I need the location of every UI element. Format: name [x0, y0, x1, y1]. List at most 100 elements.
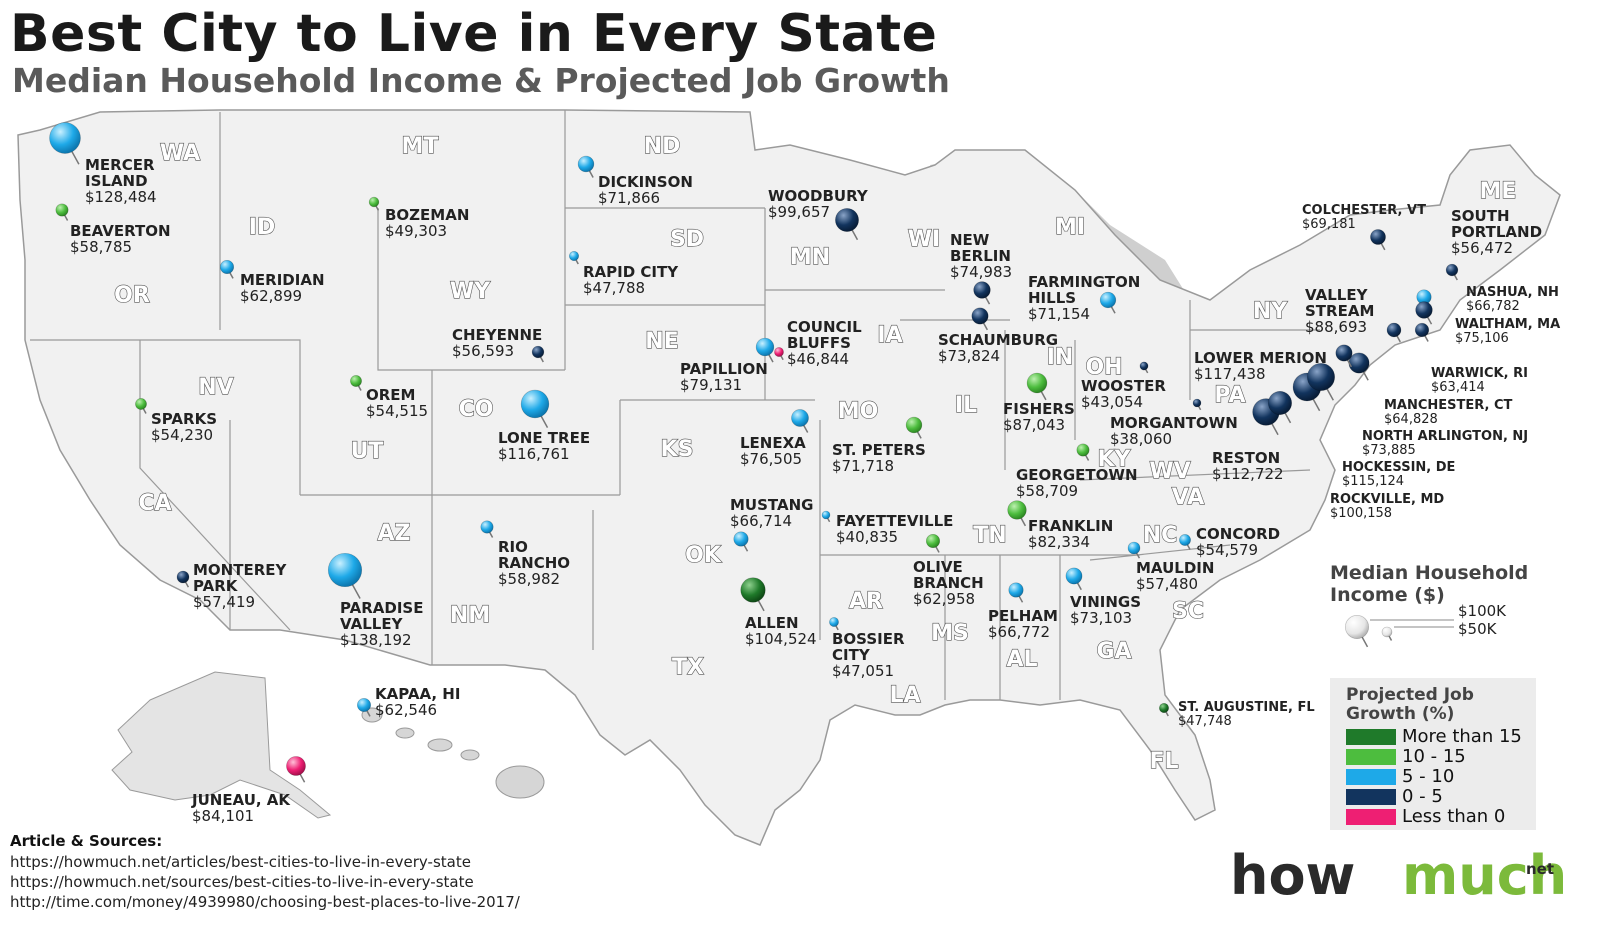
city-name-pelham: PELHAM	[988, 607, 1058, 625]
legend-label: Less than 0	[1402, 806, 1506, 827]
city-name-bozeman: BOZEMAN	[385, 206, 469, 224]
map-pin-woodbury[interactable]	[835, 208, 859, 241]
map-pin-new-berlin[interactable]	[973, 281, 991, 305]
map-pin-bossier-city[interactable]	[829, 617, 839, 631]
city-income-nashua-nh: $66,782	[1466, 299, 1520, 314]
city-name-orem: OREM	[366, 386, 415, 404]
map-pin-pelham[interactable]	[1008, 582, 1024, 603]
city-income-fayetteville: $40,835	[836, 528, 898, 546]
state-label-nc: NC	[1143, 523, 1178, 548]
job-growth-legend: Projected Job Growth (%) More than 15 10…	[1330, 678, 1536, 830]
map-pin-lenexa[interactable]	[791, 409, 809, 433]
city-name-georgetown: GEORGETOWN	[1016, 466, 1138, 484]
city-income-schaumburg: $73,824	[938, 347, 1000, 365]
state-label-co: CO	[459, 397, 494, 422]
map-pin-papillion[interactable]	[755, 337, 775, 363]
city-income-warwick-ri: $63,414	[1431, 380, 1485, 395]
map-pin-olive-branch[interactable]	[925, 533, 941, 553]
map-pin-lone-tree[interactable]	[520, 389, 550, 428]
map-pin-beaverton[interactable]	[55, 203, 69, 221]
state-label-va: VA	[1172, 485, 1205, 510]
map-pin-georgetown[interactable]	[1076, 443, 1090, 461]
city-name-lone-tree: LONE TREE	[498, 429, 590, 447]
map-pin-st-peters[interactable]	[905, 416, 923, 439]
income-legend-pin-50k[interactable]	[1381, 626, 1393, 641]
map-pin-allen[interactable]	[740, 577, 766, 612]
map-pin-concord[interactable]	[1179, 534, 1191, 550]
city-name-lower-merion: LOWER MERION	[1194, 349, 1327, 367]
state-label-id: ID	[249, 215, 275, 240]
map-pin-rapid-city[interactable]	[568, 250, 580, 265]
map-pin-vinings[interactable]	[1065, 567, 1083, 591]
howmuch-logo[interactable]: how much net	[1230, 848, 1567, 908]
map-pin-mauldin[interactable]	[1127, 541, 1141, 559]
map-pin-st-augustine-fl[interactable]	[1159, 703, 1169, 717]
map-pin-colchester-vt[interactable]	[1370, 229, 1386, 251]
map-pin-paradise-valley[interactable]	[327, 552, 363, 599]
map-pin-waltham-ma[interactable]	[1415, 301, 1433, 325]
income-legend-title: Median Household Income ($)	[1330, 562, 1529, 606]
map-pin-rockville-md[interactable]	[1268, 391, 1292, 424]
source-link[interactable]: https://howmuch.net/articles/best-cities…	[10, 853, 471, 871]
state-label-fl: FL	[1149, 749, 1178, 774]
map-pin-orem[interactable]	[350, 375, 362, 391]
map-pin-manchester-ct[interactable]	[1386, 322, 1402, 343]
map-pin-juneau-ak[interactable]	[286, 756, 306, 783]
map-pin-cheyenne[interactable]	[531, 345, 545, 363]
map-pin-franklin[interactable]	[1007, 500, 1027, 527]
city-name-rio-rancho: RIO RANCHO	[498, 538, 570, 572]
source-link[interactable]: http://time.com/money/4939980/choosing-b…	[10, 893, 520, 911]
legend-swatch	[1346, 809, 1396, 825]
state-label-sc: SC	[1172, 599, 1204, 624]
city-name-papillion: PAPILLION	[680, 360, 768, 378]
map-pin-wooster[interactable]	[1139, 361, 1149, 374]
map-pin-dickinson[interactable]	[577, 155, 595, 178]
city-income-pelham: $66,772	[988, 623, 1050, 641]
map-pin-sparks[interactable]	[135, 398, 147, 414]
logo-much: much	[1402, 844, 1568, 907]
city-name-vinings: VININGS	[1070, 593, 1141, 611]
map-pin-hockessin-de[interactable]	[1307, 363, 1335, 401]
state-label-nm: NM	[450, 603, 490, 628]
map-pin-bozeman[interactable]	[368, 196, 380, 211]
map-pin-monterey-park[interactable]	[176, 570, 190, 588]
map-pin-farmington-hills[interactable]	[1099, 291, 1117, 314]
map-pin-fayetteville[interactable]	[821, 510, 831, 523]
map-pin-kapaa-hi[interactable]	[357, 698, 371, 717]
source-link[interactable]: https://howmuch.net/sources/best-cities-…	[10, 873, 474, 891]
city-income-sparks: $54,230	[151, 426, 213, 444]
city-income-valley-stream: $88,693	[1305, 318, 1367, 336]
state-label-il: IL	[955, 393, 977, 418]
map-pin-south-portland[interactable]	[1445, 263, 1459, 281]
state-label-wa: WA	[160, 141, 200, 166]
city-name-lenexa: LENEXA	[740, 434, 806, 452]
city-income-paradise-valley: $138,192	[340, 631, 412, 649]
map-pin-schaumburg[interactable]	[971, 307, 989, 331]
city-name-rapid-city: RAPID CITY	[583, 263, 679, 281]
city-income-kapaa-hi: $62,546	[375, 701, 437, 719]
map-pin-meridian[interactable]	[219, 259, 235, 279]
city-income-council-bluffs: $46,844	[787, 350, 849, 368]
map-pin-mustang[interactable]	[733, 531, 749, 552]
map-pin-north-arlington-nj[interactable]	[1335, 344, 1353, 368]
state-label-nv: NV	[198, 375, 233, 400]
map-pin-morgantown[interactable]	[1192, 398, 1202, 411]
city-name-st-peters: ST. PETERS	[832, 441, 926, 459]
state-label-sd: SD	[670, 227, 704, 252]
city-name-dickinson: DICKINSON	[598, 173, 693, 191]
legend-label: 5 - 10	[1402, 766, 1455, 787]
map-pin-mercer-island[interactable]	[49, 122, 81, 165]
map-pin-council-bluffs[interactable]	[774, 347, 784, 361]
state-label-tn: TN	[973, 523, 1006, 548]
map-pin-fishers[interactable]	[1026, 372, 1048, 401]
city-income-farmington-hills: $71,154	[1028, 305, 1090, 323]
income-legend: Median Household Income ($) $100K $50K	[1330, 562, 1550, 642]
city-name-cheyenne: CHEYENNE	[452, 326, 542, 344]
city-income-north-arlington-nj: $73,885	[1362, 443, 1416, 458]
income-legend-pin-100k[interactable]	[1345, 615, 1369, 648]
city-name-kapaa-hi: KAPAA, HI	[375, 685, 460, 703]
city-income-fishers: $87,043	[1003, 416, 1065, 434]
map-pin-warwick-ri[interactable]	[1414, 322, 1430, 342]
map-pin-rio-rancho[interactable]	[480, 520, 494, 538]
